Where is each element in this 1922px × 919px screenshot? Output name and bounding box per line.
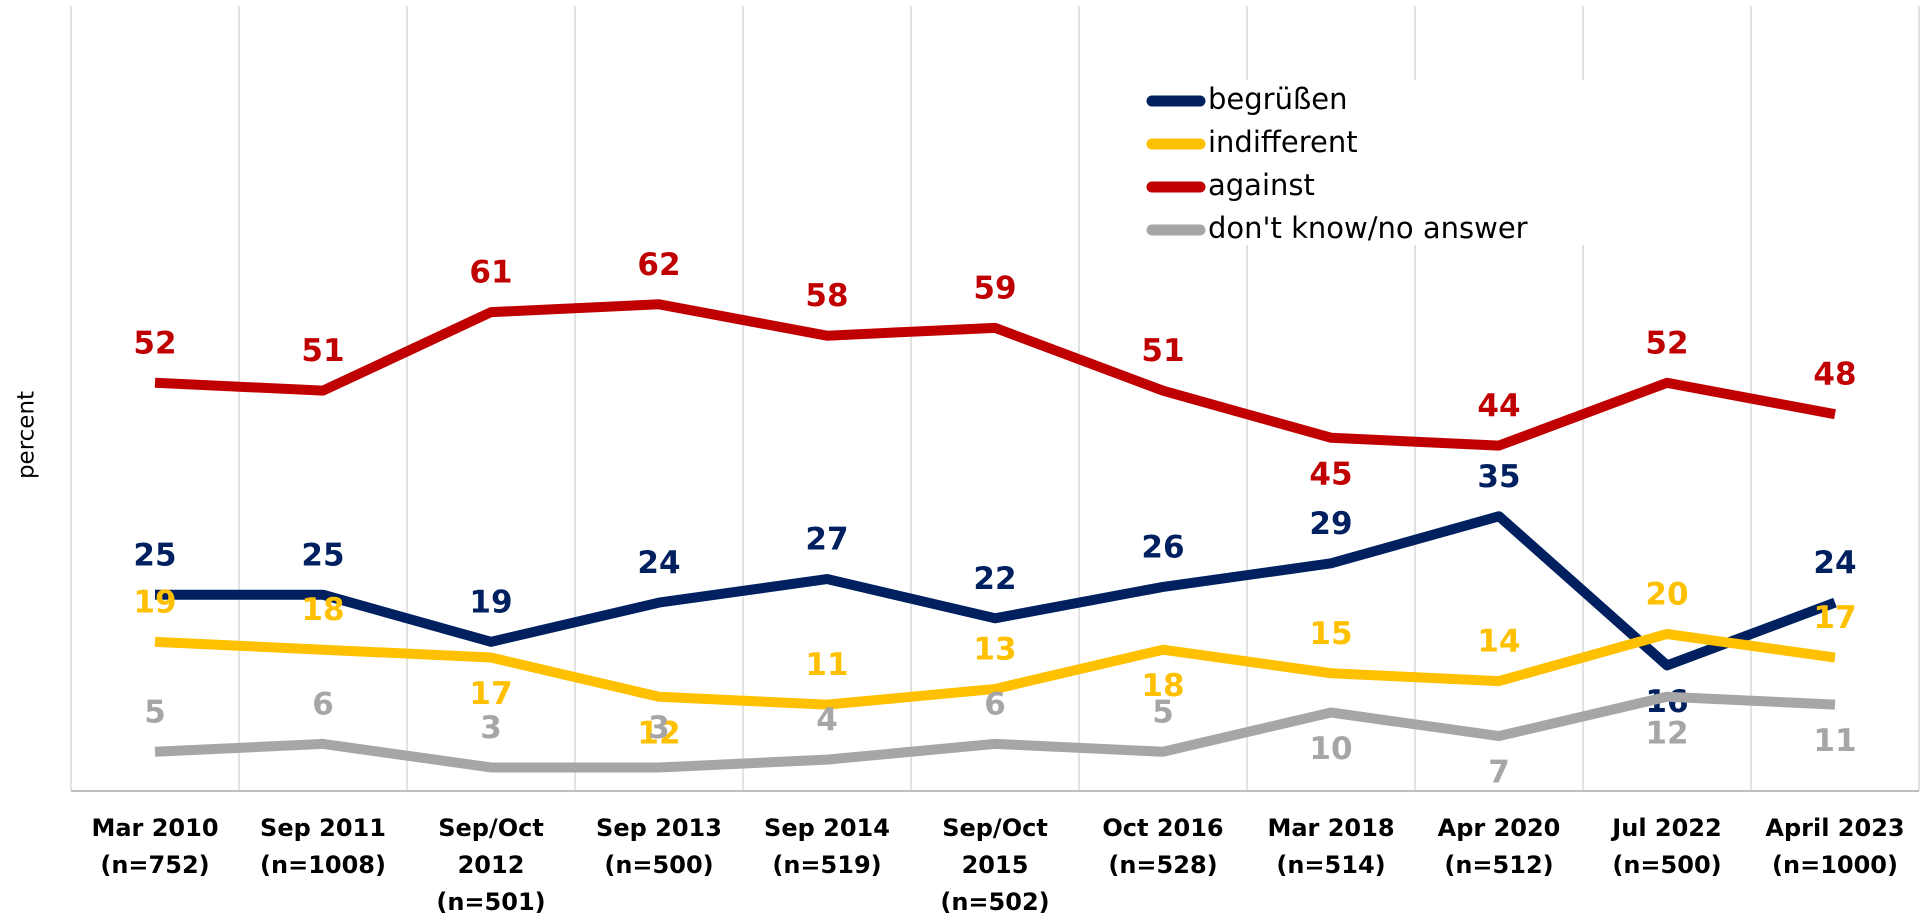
x-tick-label: (n=519)	[772, 851, 881, 879]
data-label: 10	[1309, 731, 1352, 767]
legend-bg	[1135, 80, 1595, 245]
data-label: 6	[984, 686, 1006, 722]
x-tick-label: Oct 2016	[1102, 814, 1223, 842]
legend-label: don't know/no answer	[1208, 211, 1528, 245]
data-label: 12	[1645, 715, 1688, 751]
data-label: 25	[133, 537, 176, 573]
data-label: 26	[1141, 529, 1184, 565]
data-label: 4	[816, 702, 838, 738]
data-label: 61	[469, 255, 512, 291]
x-tick-label: (n=1008)	[260, 851, 386, 879]
data-label: 19	[469, 584, 512, 620]
x-tick-label: Sep/Oct	[438, 814, 544, 842]
series-line	[154, 629, 1836, 710]
x-tick-label: (n=512)	[1444, 851, 1553, 879]
x-tick-label: Jul 2022	[1610, 814, 1721, 842]
data-label: 20	[1645, 577, 1688, 613]
x-tick-label: (n=752)	[100, 851, 209, 879]
x-tick-label: (n=501)	[436, 888, 545, 915]
x-tick-label: Sep 2014	[764, 814, 890, 842]
data-label: 3	[648, 710, 670, 746]
data-label: 51	[301, 333, 344, 369]
data-label: 12	[637, 715, 680, 751]
data-label: 5	[1152, 694, 1174, 730]
data-label: 18	[301, 592, 344, 628]
x-tick-label: Mar 2018	[1267, 814, 1394, 842]
data-label: 52	[133, 325, 176, 361]
data-label: 11	[805, 647, 848, 683]
data-label: 5	[144, 694, 166, 730]
data-label: 35	[1477, 459, 1520, 495]
x-tick-label: (n=500)	[1612, 851, 1721, 879]
data-label: 45	[1309, 456, 1352, 492]
series-line	[154, 299, 1836, 451]
data-label: 3	[480, 710, 502, 746]
data-label: 48	[1813, 357, 1856, 393]
data-label: 27	[805, 522, 848, 558]
x-tick-label: (n=1000)	[1772, 851, 1898, 879]
x-tick-label: (n=500)	[604, 851, 713, 879]
data-label: 62	[637, 247, 680, 283]
data-label: 19	[133, 584, 176, 620]
data-label: 44	[1477, 388, 1520, 424]
series-line	[154, 691, 1836, 773]
data-label: 29	[1309, 506, 1352, 542]
data-label: 51	[1141, 333, 1184, 369]
x-tick-label: (n=502)	[940, 888, 1049, 915]
x-tick-label: Apr 2020	[1438, 814, 1561, 842]
data-label: 18	[1141, 668, 1184, 704]
data-label: 17	[1813, 600, 1856, 636]
series-line	[155, 511, 1837, 671]
x-tick-label: April 2023	[1765, 814, 1904, 842]
data-label: 24	[637, 545, 680, 581]
data-label: 6	[312, 686, 334, 722]
data-label: 15	[1309, 616, 1352, 652]
data-label: 52	[1645, 325, 1688, 361]
x-tick-label: 2012	[458, 851, 525, 879]
data-label: 17	[469, 676, 512, 712]
legend-label: indifferent	[1208, 125, 1358, 159]
legend-label: against	[1208, 168, 1315, 202]
x-tick-label: Sep 2013	[596, 814, 722, 842]
x-tick-label: Mar 2010	[91, 814, 218, 842]
x-tick-label: (n=528)	[1108, 851, 1217, 879]
data-label: 24	[1813, 545, 1856, 581]
data-label: 58	[805, 278, 848, 314]
x-tick-label: (n=514)	[1276, 851, 1385, 879]
x-tick-label: 2015	[962, 851, 1029, 879]
data-label: 59	[973, 270, 1016, 306]
data-label: 25	[301, 537, 344, 573]
y-axis-label: percent	[14, 391, 40, 479]
data-label: 7	[1488, 755, 1510, 791]
data-label: 14	[1477, 624, 1520, 660]
data-label: 13	[973, 631, 1016, 667]
x-tick-label: Sep 2011	[260, 814, 386, 842]
data-label: 11	[1813, 723, 1856, 759]
data-label: 22	[973, 561, 1016, 597]
x-tick-label: Sep/Oct	[942, 814, 1048, 842]
legend-label: begrüßen	[1208, 82, 1347, 116]
